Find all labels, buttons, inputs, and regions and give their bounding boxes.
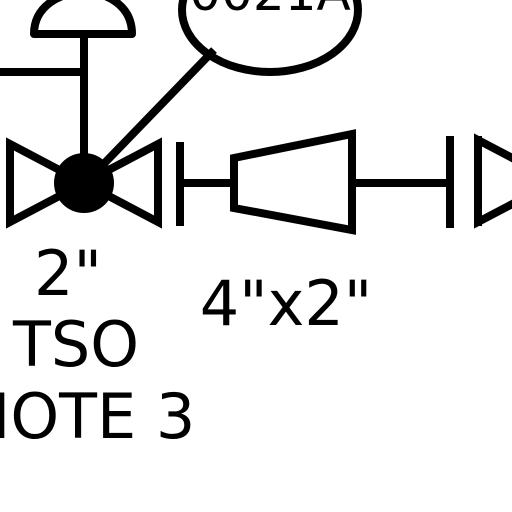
valve-size-label: 2" [34,237,102,310]
reducer-symbol [230,129,356,235]
valve-note-label: NOTE 3 [0,380,195,453]
valve-type-label: TSO [12,308,139,381]
right-fitting-partial [474,133,512,229]
instrument-tag-label: 0021A [189,0,350,22]
instrument-bubble: 0021A [178,0,362,76]
reducer-size-label: 4"x2" [200,267,373,340]
valve-symbol [5,137,162,229]
instrument-connection-line [89,47,217,179]
valve-actuator-dome [30,0,136,38]
valve-body-dot [54,153,114,213]
